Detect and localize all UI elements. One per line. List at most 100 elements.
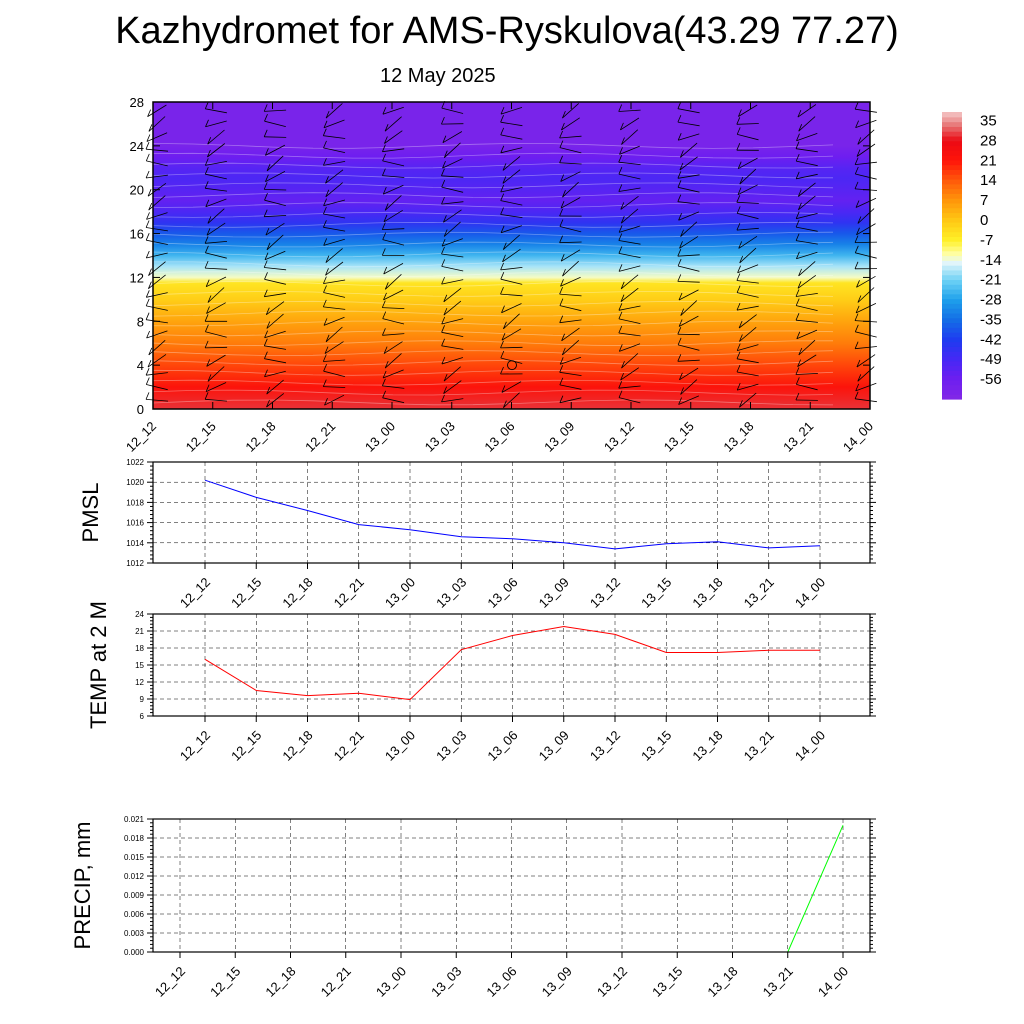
wind-barb [500,346,523,349]
wind-barb-flag [266,386,271,395]
wind-barb [264,330,286,339]
wind-barb [562,340,580,356]
wind-barb [798,339,816,356]
wind-barb [264,136,287,138]
x-tick-label: 12_15 [183,419,219,455]
wind-barb-flag [736,302,741,311]
colorbar-swatch [942,389,962,395]
wind-barb [796,173,818,180]
wind-barb-flag [501,332,506,341]
wind-barb-flag [266,399,270,408]
wind-barb [680,300,698,316]
wind-barb-flag [736,273,741,281]
wind-barb [384,116,402,132]
wind-barb [738,157,758,170]
wind-barb-flag [441,238,446,247]
wind-barb [384,195,402,211]
colorbar-swatch [942,298,962,304]
wind-barb [442,158,463,169]
wind-barb [205,346,228,349]
wind-barb [798,116,816,132]
wind-barb [324,341,344,354]
wind-barb-flag [798,124,803,132]
wind-barb [443,380,462,394]
wind-barb-flag [501,385,506,393]
wind-barb-flag [441,168,445,176]
x-tick-label: 13_03 [422,419,458,455]
wind-barb [855,382,877,392]
wind-barb [736,227,759,231]
wind-barb-flag [204,181,209,189]
wind-barb-flag [855,305,860,314]
wind-barb [855,331,877,338]
wind-barb-flag [205,384,210,392]
wind-barb [146,372,168,376]
wind-barb-flag [856,280,860,288]
wind-barb-flag [559,208,563,217]
wind-barb [266,313,284,329]
x-tick-label: 14_00 [792,728,828,764]
wind-barb-flag [559,395,564,403]
wind-barb [680,221,698,237]
x-tick-label: 12_18 [279,728,315,764]
wind-barb-flag [148,124,153,132]
colorbar-swatch [942,126,962,132]
wind-barb [796,133,818,142]
wind-barb-flag [677,327,682,335]
y-axis-label: PRECIP, mm [70,822,95,950]
wind-barb [855,161,877,165]
wind-barb [325,169,344,184]
wind-barb-flag [620,281,625,289]
wind-barb-flag [503,400,507,408]
wind-barb [323,161,346,166]
wind-barb-flag [677,249,682,257]
wind-barb [441,331,464,337]
y-tick-label: 15 [135,661,144,670]
wind-barb-flag [441,116,445,125]
wind-barb-flag [325,255,330,263]
wind-barb-flag [857,295,862,303]
wind-barb [561,327,580,342]
wind-barb-flag [148,347,153,356]
x-tick-label: 13_03 [428,964,464,1000]
x-tick-label: 13_12 [587,728,623,764]
wind-barb [798,195,816,211]
wind-barb [677,121,700,127]
colorbar-swatch [942,222,962,228]
wind-barb [796,384,818,391]
wind-barb-flag [384,360,389,369]
wind-barb-flag [264,272,268,280]
wind-barb [323,292,346,298]
wind-barb-flag [500,115,504,123]
wind-barb-flag [441,325,445,333]
colorbar-swatch [942,112,962,118]
colorbar-swatch [942,317,962,324]
wind-barb-flag [381,222,386,230]
colorbar-label: 35 [980,113,997,130]
wind-barb [264,345,287,350]
wind-barb-flag [562,190,566,198]
wind-barb [206,302,226,314]
wind-barb-flag [736,222,741,231]
wind-barb-flag [795,233,800,241]
wind-barb [559,371,582,376]
wind-barb-flag [441,356,446,365]
wind-barb [266,234,284,251]
wind-barb-flag [204,392,209,400]
x-tick-label: 13_09 [541,419,577,455]
x-tick-label: 13_18 [689,575,725,611]
wind-barb-flag [737,187,742,195]
wind-barb-flag [382,378,386,386]
wind-barb-flag [559,315,564,323]
wind-barb-flag [441,259,446,267]
wind-barb [382,397,405,404]
wind-barb [855,173,877,180]
wind-barb-flag [560,174,565,182]
wind-barb-flag [559,377,564,386]
page-title: Kazhydromet for AMS-Ryskulova(43.29 77.2… [115,10,899,52]
x-tick-label: 14_00 [840,419,876,455]
wind-barb-flag [500,340,504,349]
wind-barbs [145,100,878,408]
wind-barb-flag [147,359,152,368]
